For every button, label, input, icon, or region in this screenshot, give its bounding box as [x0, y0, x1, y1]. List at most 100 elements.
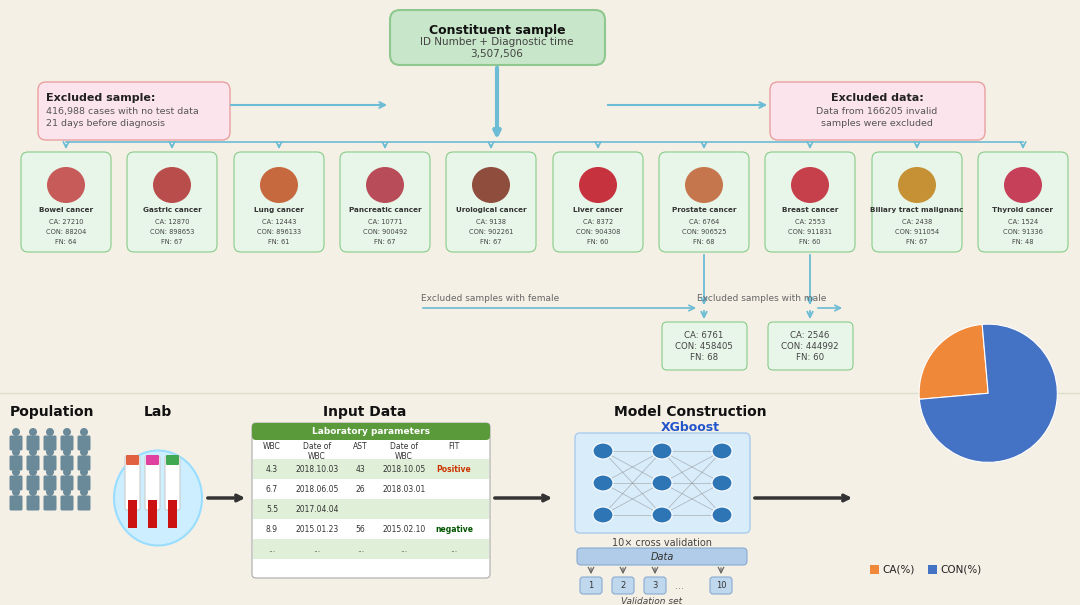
Text: 1: 1	[589, 581, 594, 590]
FancyBboxPatch shape	[27, 436, 40, 451]
Text: CA: 27210: CA: 27210	[49, 219, 83, 225]
Text: Biliary tract malignanc: Biliary tract malignanc	[870, 207, 963, 213]
Circle shape	[12, 428, 21, 436]
Text: ...: ...	[401, 545, 407, 554]
Wedge shape	[919, 324, 1057, 462]
Text: FN: 64: FN: 64	[55, 239, 77, 245]
Text: AST: AST	[353, 442, 368, 451]
Text: FIT: FIT	[448, 442, 460, 451]
Text: Lab: Lab	[144, 405, 172, 419]
FancyBboxPatch shape	[612, 577, 634, 594]
FancyBboxPatch shape	[768, 322, 853, 370]
FancyBboxPatch shape	[765, 152, 855, 252]
Text: 56: 56	[355, 525, 365, 534]
FancyBboxPatch shape	[78, 495, 91, 511]
Circle shape	[46, 448, 54, 456]
FancyBboxPatch shape	[43, 476, 56, 491]
Text: Excluded data:: Excluded data:	[831, 93, 923, 103]
Text: CA: 8372: CA: 8372	[583, 219, 613, 225]
Text: Bowel cancer: Bowel cancer	[39, 207, 93, 213]
FancyBboxPatch shape	[27, 456, 40, 471]
Text: WBC: WBC	[264, 442, 281, 451]
Text: CA: 12443: CA: 12443	[261, 219, 296, 225]
Circle shape	[46, 468, 54, 476]
Text: samples were excluded: samples were excluded	[821, 119, 933, 128]
Bar	[148, 500, 157, 528]
Ellipse shape	[652, 475, 672, 491]
Text: Pancreatic cancer: Pancreatic cancer	[349, 207, 421, 213]
FancyBboxPatch shape	[10, 495, 23, 511]
Text: 8.9: 8.9	[266, 525, 278, 534]
Text: FN: 67: FN: 67	[481, 239, 502, 245]
Ellipse shape	[712, 475, 732, 491]
FancyBboxPatch shape	[165, 456, 180, 510]
Text: 2017.04.04: 2017.04.04	[295, 505, 339, 514]
Ellipse shape	[593, 443, 613, 459]
FancyBboxPatch shape	[978, 152, 1068, 252]
Text: FN: 67: FN: 67	[161, 239, 183, 245]
FancyBboxPatch shape	[27, 495, 40, 511]
FancyBboxPatch shape	[60, 456, 73, 471]
FancyBboxPatch shape	[10, 456, 23, 471]
FancyBboxPatch shape	[78, 456, 91, 471]
Text: CON: 896133: CON: 896133	[257, 229, 301, 235]
FancyBboxPatch shape	[575, 433, 750, 533]
Bar	[870, 565, 879, 574]
Text: CON: 902261: CON: 902261	[469, 229, 513, 235]
Text: FN: 60: FN: 60	[796, 353, 824, 362]
Bar	[253, 499, 489, 519]
FancyBboxPatch shape	[127, 152, 217, 252]
Text: CON: 91336: CON: 91336	[1003, 229, 1043, 235]
Text: CON: 911831: CON: 911831	[788, 229, 832, 235]
Text: Positive: Positive	[436, 465, 471, 474]
Text: 43: 43	[355, 465, 365, 474]
Text: Laboratory parameters: Laboratory parameters	[312, 427, 430, 436]
FancyBboxPatch shape	[146, 455, 159, 465]
Text: CA: 9138: CA: 9138	[476, 219, 507, 225]
FancyBboxPatch shape	[10, 436, 23, 451]
Text: CA: 2553: CA: 2553	[795, 219, 825, 225]
Text: CA: 12870: CA: 12870	[154, 219, 189, 225]
Text: 2015.01.23: 2015.01.23	[295, 525, 339, 534]
Text: ...: ...	[450, 545, 458, 554]
Text: FN: 61: FN: 61	[268, 239, 289, 245]
Ellipse shape	[48, 167, 85, 203]
FancyBboxPatch shape	[872, 152, 962, 252]
Bar	[129, 500, 137, 528]
Text: 4.3: 4.3	[266, 465, 278, 474]
FancyBboxPatch shape	[252, 423, 490, 578]
Text: Excluded sample:: Excluded sample:	[46, 93, 156, 103]
Text: CON: 458405: CON: 458405	[675, 342, 733, 351]
Text: CA: 10771: CA: 10771	[368, 219, 402, 225]
Bar	[253, 459, 489, 479]
Text: CA: 2546: CA: 2546	[791, 331, 829, 340]
Text: CON(%): CON(%)	[940, 565, 982, 575]
Text: CA: 6764: CA: 6764	[689, 219, 719, 225]
Bar	[168, 500, 177, 528]
Text: FN: 48: FN: 48	[1012, 239, 1034, 245]
FancyBboxPatch shape	[145, 456, 160, 510]
FancyBboxPatch shape	[38, 82, 230, 140]
Text: Input Data: Input Data	[323, 405, 407, 419]
FancyBboxPatch shape	[125, 456, 140, 510]
Text: 3,507,506: 3,507,506	[471, 49, 524, 59]
FancyBboxPatch shape	[27, 476, 40, 491]
Text: negative: negative	[435, 525, 473, 534]
Text: 2018.03.01: 2018.03.01	[382, 485, 426, 494]
Text: FN: 67: FN: 67	[906, 239, 928, 245]
Ellipse shape	[593, 507, 613, 523]
Text: 21 days before diagnosis: 21 days before diagnosis	[46, 119, 165, 128]
Circle shape	[63, 448, 71, 456]
Text: 2018.10.05: 2018.10.05	[382, 465, 426, 474]
Ellipse shape	[652, 443, 672, 459]
Text: 2015.02.10: 2015.02.10	[382, 525, 426, 534]
Ellipse shape	[114, 451, 202, 546]
FancyBboxPatch shape	[166, 455, 179, 465]
Text: Excluded samples with male: Excluded samples with male	[698, 294, 826, 303]
Text: Date of
WBC: Date of WBC	[302, 442, 332, 462]
Circle shape	[12, 468, 21, 476]
Text: CA: 6761: CA: 6761	[685, 331, 724, 340]
Ellipse shape	[897, 167, 936, 203]
Text: Gastric cancer: Gastric cancer	[143, 207, 201, 213]
FancyBboxPatch shape	[644, 577, 666, 594]
